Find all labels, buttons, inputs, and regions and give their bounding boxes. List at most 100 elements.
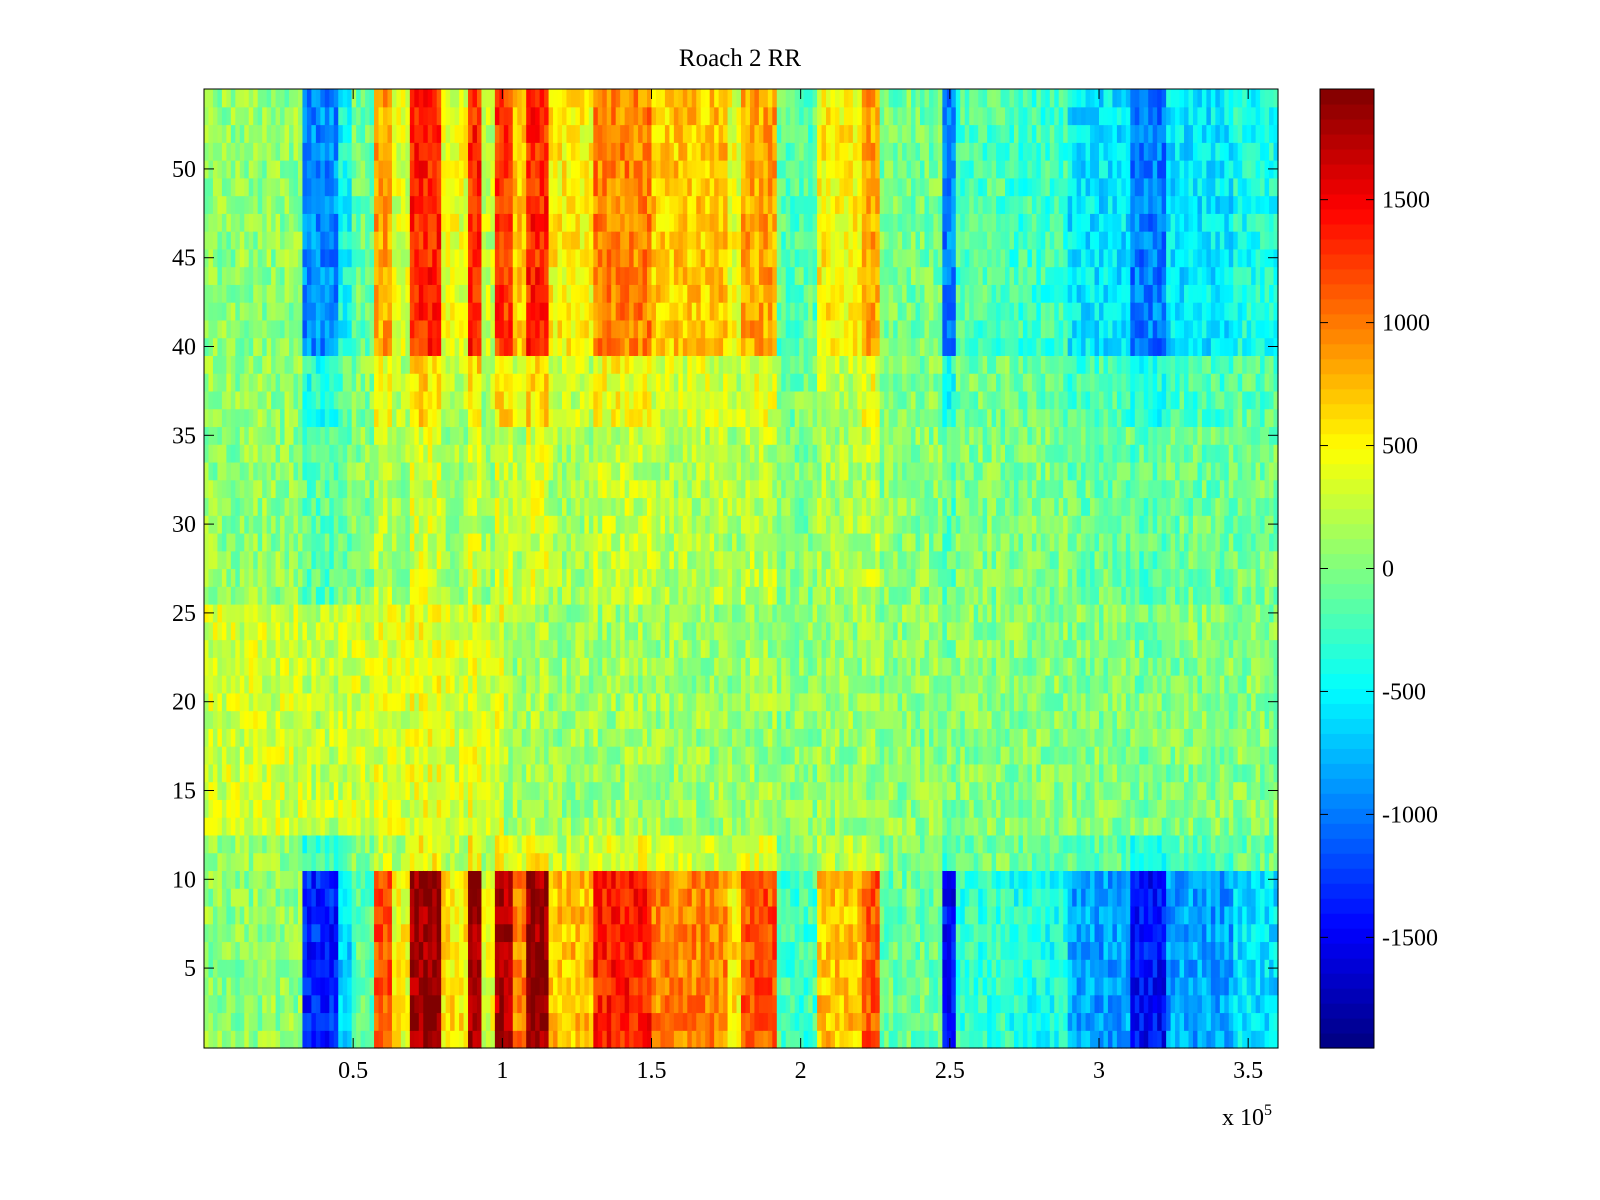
heatmap-cell — [503, 426, 509, 445]
heatmap-cell — [400, 852, 406, 872]
heatmap-cell — [360, 248, 366, 268]
heatmap-cell — [427, 604, 433, 623]
heatmap-cell — [405, 639, 411, 658]
heatmap-cell — [248, 532, 254, 552]
heatmap-cell — [526, 692, 532, 712]
heatmap-cell — [365, 586, 371, 605]
heatmap-cell — [342, 763, 348, 783]
heatmap-cell — [253, 355, 259, 374]
heatmap-cell — [468, 923, 474, 943]
heatmap-cell — [289, 142, 295, 161]
heatmap-cell — [347, 905, 353, 925]
heatmap-cell — [262, 248, 268, 268]
heatmap-cell — [221, 586, 227, 605]
heatmap-cell — [378, 177, 384, 197]
heatmap-cell — [217, 799, 223, 818]
heatmap-cell — [244, 319, 250, 339]
heatmap-cell — [391, 763, 398, 783]
heatmap-cell — [526, 852, 532, 872]
heatmap-cell — [226, 195, 232, 214]
heatmap-cell — [351, 142, 357, 161]
heatmap-cell — [311, 976, 317, 996]
heatmap-cell — [521, 923, 527, 943]
heatmap-cell — [293, 870, 299, 889]
heatmap-cell — [351, 89, 357, 108]
heatmap-cell — [293, 160, 299, 179]
heatmap-cell — [266, 1012, 272, 1031]
heatmap-cell — [302, 994, 308, 1014]
heatmap-cell — [226, 675, 232, 694]
heatmap-cell — [306, 834, 312, 854]
heatmap-cell — [508, 1012, 514, 1031]
heatmap-cell — [333, 373, 339, 392]
heatmap-cell — [235, 941, 241, 960]
heatmap-cell — [521, 408, 527, 428]
heatmap-cell — [593, 532, 599, 552]
heatmap-cell — [289, 408, 295, 428]
heatmap-cell — [302, 568, 308, 587]
heatmap-cell — [526, 1012, 532, 1031]
heatmap-cell — [293, 621, 299, 641]
heatmap-cell — [311, 373, 317, 392]
heatmap-cell — [289, 710, 295, 729]
heatmap-cell — [347, 621, 353, 641]
heatmap-cell — [517, 408, 523, 428]
heatmap-cell — [230, 479, 236, 499]
heatmap-cell — [503, 337, 509, 356]
heatmap-cell — [450, 426, 456, 445]
heatmap-cell — [208, 621, 214, 641]
heatmap-cell — [512, 124, 518, 143]
heatmap-cell — [544, 675, 550, 694]
heatmap-cell — [356, 444, 362, 463]
heatmap-cell — [508, 870, 514, 889]
heatmap-cell — [508, 319, 514, 339]
heatmap-cell — [342, 337, 348, 356]
heatmap-cell — [405, 373, 411, 392]
heatmap-cell — [365, 941, 371, 960]
heatmap-cell — [378, 834, 384, 854]
heatmap-cell — [476, 888, 483, 907]
heatmap-cell — [387, 834, 393, 854]
heatmap-cell — [441, 89, 447, 108]
heatmap-cell — [208, 319, 214, 339]
heatmap-cell — [494, 728, 500, 747]
heatmap-cell — [235, 799, 241, 818]
heatmap-cell — [306, 1012, 312, 1031]
heatmap-cell — [521, 284, 527, 303]
heatmap-cell — [606, 710, 612, 729]
heatmap-cell — [338, 515, 344, 534]
heatmap-cell — [204, 89, 210, 108]
heatmap-cell — [338, 799, 344, 818]
heatmap-cell — [535, 621, 541, 641]
heatmap-cell — [262, 568, 268, 587]
heatmap-cell — [293, 834, 299, 854]
heatmap-cell — [284, 550, 290, 570]
heatmap-cell — [338, 888, 344, 907]
heatmap-cell — [324, 604, 330, 623]
heatmap-cell — [606, 142, 612, 161]
heatmap-cell — [396, 337, 402, 356]
heatmap-cell — [611, 763, 617, 783]
heatmap-cell — [615, 746, 621, 765]
heatmap-cell — [374, 266, 380, 285]
heatmap-cell — [526, 373, 532, 392]
heatmap-cell — [584, 266, 590, 285]
heatmap-cell — [356, 550, 362, 570]
heatmap-cell — [365, 213, 371, 232]
heatmap-cell — [342, 444, 348, 463]
heatmap-cell — [212, 870, 219, 889]
heatmap-cell — [338, 444, 344, 463]
heatmap-cell — [454, 799, 460, 818]
heatmap-cell — [427, 106, 433, 126]
heatmap-cell — [503, 515, 509, 534]
heatmap-cell — [512, 160, 518, 179]
heatmap-cell — [391, 905, 398, 925]
heatmap-cell — [378, 817, 384, 836]
heatmap-cell — [566, 319, 572, 339]
heatmap-cell — [530, 692, 536, 712]
heatmap-cell — [378, 142, 384, 161]
heatmap-cell — [499, 231, 505, 250]
heatmap-cell — [615, 994, 621, 1014]
heatmap-cell — [499, 728, 505, 747]
